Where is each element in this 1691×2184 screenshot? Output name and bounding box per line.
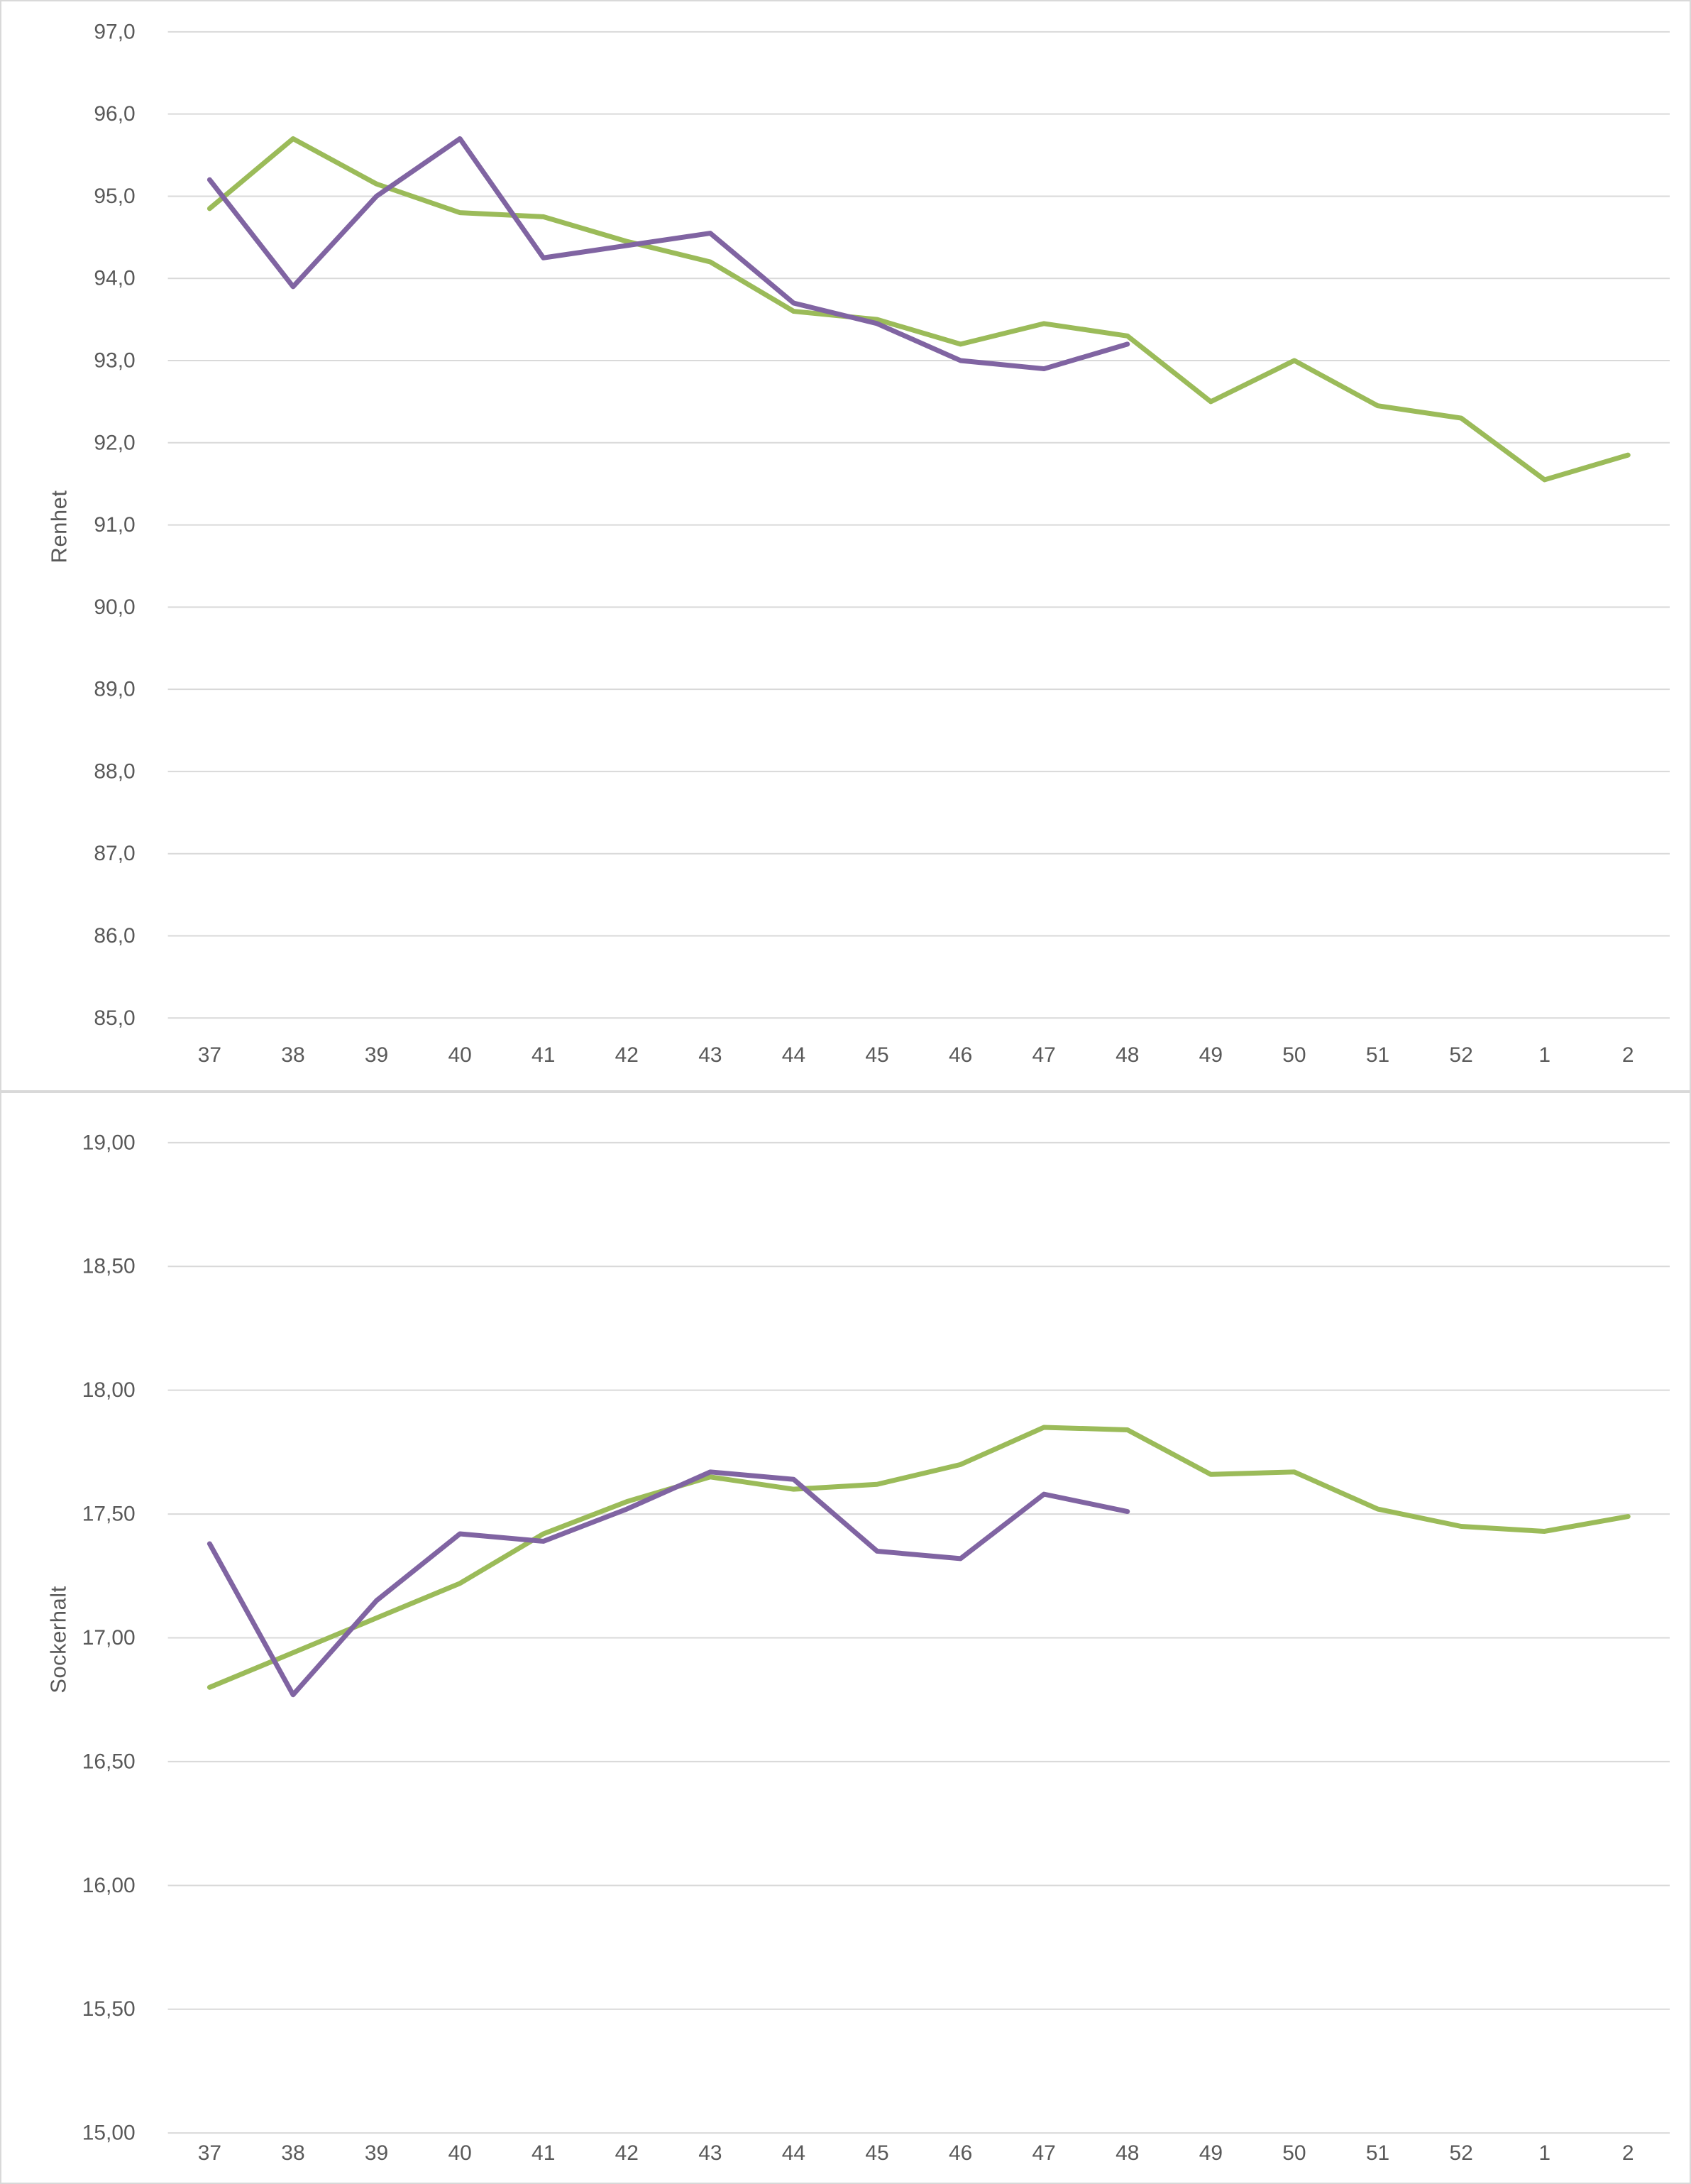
- y-tick-label: 87,0: [94, 842, 135, 865]
- x-tick-label: 41: [531, 1043, 555, 1067]
- x-tick-label: 47: [1032, 1043, 1056, 1067]
- sockerhalt-chart: 15,00 15,50 16,00 16,50 17,00 17,50 18,00 18,50…: [82, 1131, 1670, 2165]
- y-tick-label: 85,0: [94, 1006, 135, 1030]
- y-tick-label: 89,0: [94, 678, 135, 701]
- x-tick-label: 49: [1199, 2141, 1223, 2165]
- x-tick-label: 1: [1538, 2141, 1550, 2165]
- x-tick-label: 38: [281, 2141, 304, 2165]
- y-tick-label: 16,50: [82, 1750, 136, 1773]
- x-tick-label: 52: [1449, 1043, 1472, 1067]
- x-tick-label: 38: [281, 1043, 304, 1067]
- y-tick-label: 17,00: [82, 1626, 136, 1650]
- renhet-chart: 85,0 86,0 87,0 88,0 89,0 90,0 91,0 92,0 93,0 94,0…: [94, 20, 1670, 1067]
- x-tick-label: 50: [1282, 2141, 1306, 2165]
- y-tick-label: 94,0: [94, 267, 135, 290]
- series-line-green-series: [206, 136, 1631, 483]
- y-tick-label: 95,0: [94, 185, 135, 208]
- x-tick-label: 2: [1622, 2141, 1634, 2165]
- x-tick-label: 49: [1199, 1043, 1223, 1067]
- x-tick-label: 50: [1282, 1043, 1306, 1067]
- x-tick-label: 40: [448, 2141, 471, 2165]
- x-tick-label: 37: [198, 2141, 221, 2165]
- y-tick-label: 92,0: [94, 431, 135, 454]
- x-tick-label: 45: [865, 2141, 888, 2165]
- x-tick-label: 39: [365, 1043, 388, 1067]
- y-tick-label: 97,0: [94, 20, 135, 43]
- x-tick-label: 44: [782, 2141, 805, 2165]
- x-tick-label: 40: [448, 1043, 471, 1067]
- y-tick-label: 18,00: [82, 1378, 136, 1402]
- x-tick-label: 52: [1449, 2141, 1472, 2165]
- y-tick-label: 90,0: [94, 596, 135, 619]
- y-tick-label: 93,0: [94, 349, 135, 373]
- x-tick-label: 43: [698, 2141, 722, 2165]
- x-tick-label: 45: [865, 1043, 888, 1067]
- y-tick-label: 15,00: [82, 2122, 136, 2145]
- x-tick-label: 41: [531, 2141, 555, 2165]
- series-line-purple-series: [206, 136, 1130, 372]
- x-tick-label: 1: [1538, 1043, 1550, 1067]
- x-tick-label: 2: [1622, 1043, 1634, 1067]
- y-tick-label: 17,50: [82, 1503, 136, 1526]
- y-tick-label: 91,0: [94, 513, 135, 537]
- renhet-chart-panel: 85,0 86,0 87,0 88,0 89,0 90,0 91,0 92,0 93,0 94,0…: [0, 0, 1691, 1092]
- y-tick-label: 15,50: [82, 1997, 136, 2021]
- y-tick-label: 18,50: [82, 1255, 136, 1278]
- x-tick-label: 37: [198, 1043, 221, 1067]
- x-tick-label: 46: [949, 2141, 972, 2165]
- x-tick-label: 39: [365, 2141, 388, 2165]
- x-tick-label: 51: [1366, 2141, 1389, 2165]
- series-line-purple-series: [206, 1469, 1130, 1698]
- series-line-green-series: [206, 1425, 1631, 1690]
- x-tick-label: 42: [615, 1043, 639, 1067]
- y-tick-label: 86,0: [94, 924, 135, 948]
- x-tick-label: 48: [1116, 2141, 1139, 2165]
- x-tick-label: 43: [698, 1043, 722, 1067]
- x-tick-label: 51: [1366, 1043, 1389, 1067]
- y-tick-label: 88,0: [94, 759, 135, 783]
- x-tick-label: 46: [949, 1043, 972, 1067]
- x-tick-label: 47: [1032, 2141, 1056, 2165]
- sockerhalt-chart-panel: 15,00 15,50 16,00 16,50 17,00 17,50 18,00 18,50…: [0, 1092, 1691, 2184]
- y-tick-label: 19,00: [82, 1131, 136, 1154]
- x-tick-label: 48: [1116, 1043, 1139, 1067]
- x-tick-label: 42: [615, 2141, 639, 2165]
- x-tick-label: 44: [782, 1043, 805, 1067]
- y-tick-label: 16,00: [82, 1874, 136, 1897]
- y-tick-label: 96,0: [94, 102, 135, 126]
